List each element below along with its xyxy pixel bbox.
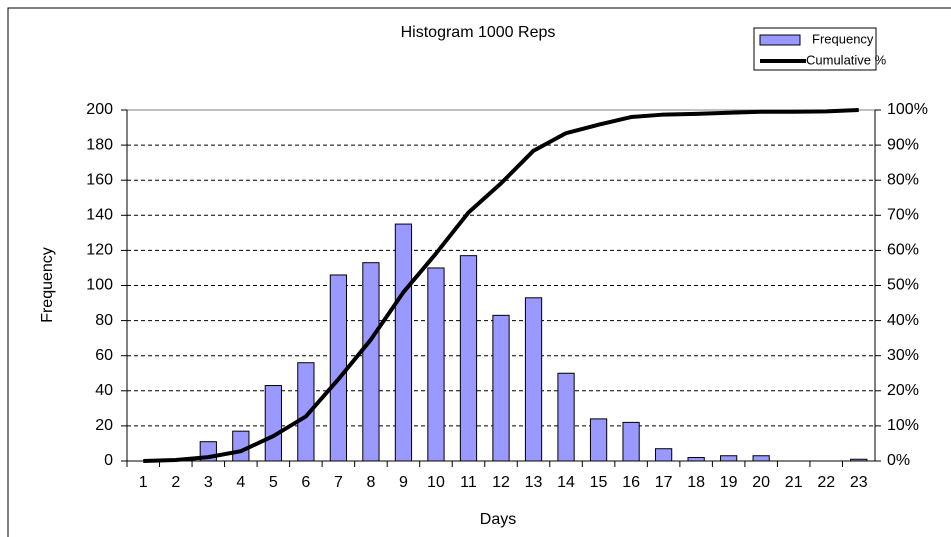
bar	[427, 267, 445, 462]
y2-tick-label: 30%	[887, 347, 919, 364]
y2-tick-label: 0%	[887, 452, 910, 469]
y-tick-label: 20	[95, 417, 113, 434]
x-tick-label: 3	[204, 474, 213, 491]
y-tick-label: 160	[86, 171, 113, 188]
x-tick-label: 7	[334, 474, 343, 491]
y-tick-label: 120	[86, 242, 113, 259]
y2-tick-label: 70%	[887, 207, 919, 224]
bar	[394, 223, 413, 462]
legend-label: Frequency	[812, 31, 874, 46]
bar	[752, 455, 770, 462]
bar	[492, 314, 510, 462]
x-tick-label: 20	[752, 474, 770, 491]
chart-title: Histogram 1000 Reps	[401, 24, 556, 41]
x-tick-label: 9	[399, 474, 408, 491]
x-tick-label: 21	[785, 474, 803, 491]
x-tick-label: 8	[366, 474, 375, 491]
bar	[264, 385, 282, 462]
x-tick-label: 14	[557, 474, 575, 491]
x-tick-label: 15	[590, 474, 608, 491]
y-axis-label: Frequency	[39, 247, 56, 323]
y-tick-label: 200	[86, 101, 113, 118]
legend-label: Cumulative %	[806, 52, 887, 67]
y2-tick-label: 100%	[887, 101, 928, 118]
bar	[232, 430, 250, 462]
bar	[557, 372, 575, 462]
x-tick-label: 18	[687, 474, 705, 491]
bar	[720, 455, 738, 462]
x-tick-label: 12	[492, 474, 510, 491]
x-tick-label: 22	[817, 474, 835, 491]
y-tick-label: 0	[104, 452, 113, 469]
y2-tick-label: 20%	[887, 382, 919, 399]
bar	[329, 274, 348, 462]
y2-tick-label: 50%	[887, 277, 919, 294]
y2-tick-label: 40%	[887, 312, 919, 329]
bar	[687, 456, 705, 462]
legend-swatch	[759, 34, 801, 46]
cumulative-line	[143, 108, 859, 463]
bar	[459, 255, 478, 462]
y-tick-label: 80	[95, 312, 113, 329]
x-tick-label: 1	[139, 474, 148, 491]
y-tick-label: 180	[86, 136, 113, 153]
x-tick-label: 23	[850, 474, 868, 491]
x-tick-label: 19	[720, 474, 738, 491]
y2-tick-label: 90%	[887, 136, 919, 153]
y-tick-label: 60	[95, 347, 113, 364]
x-tick-label: 2	[171, 474, 180, 491]
bar	[362, 262, 380, 462]
x-tick-label: 16	[622, 474, 640, 491]
bar	[622, 421, 640, 462]
y-tick-label: 100	[86, 277, 113, 294]
y2-tick-label: 10%	[887, 417, 919, 434]
y-tick-label: 140	[86, 207, 113, 224]
x-tick-label: 5	[269, 474, 278, 491]
x-tick-label: 4	[236, 474, 245, 491]
y-tick-label: 40	[95, 382, 113, 399]
x-axis-label: Days	[480, 511, 516, 528]
x-tick-label: 6	[301, 474, 310, 491]
chart-frame	[7, 7, 951, 537]
x-tick-label: 17	[655, 474, 673, 491]
y2-tick-label: 80%	[887, 171, 919, 188]
x-tick-label: 11	[460, 474, 477, 491]
x-tick-label: 10	[427, 474, 445, 491]
y2-tick-label: 60%	[887, 242, 919, 259]
bar	[524, 297, 543, 462]
x-tick-label: 13	[525, 474, 543, 491]
bar	[654, 448, 673, 462]
bar	[589, 418, 608, 462]
